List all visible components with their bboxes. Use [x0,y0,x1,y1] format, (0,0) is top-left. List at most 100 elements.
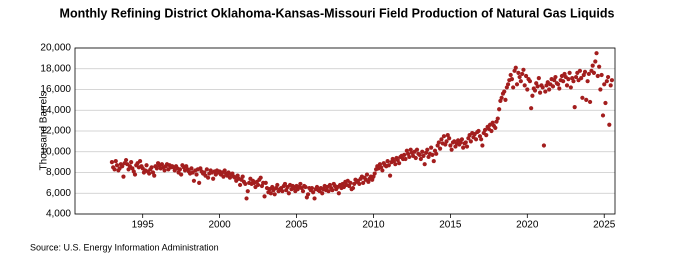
data-point [561,79,566,84]
data-point [502,89,507,94]
data-point [572,105,577,110]
data-point [582,69,588,74]
data-point [109,160,115,165]
data-point [473,137,479,142]
data-point [272,192,277,197]
data-point [262,194,267,199]
data-point [536,75,541,81]
data-point [535,84,540,89]
data-point [564,83,570,88]
data-point [464,144,470,149]
data-point [300,189,306,194]
data-point [397,161,402,166]
data-point [402,152,407,157]
data-point [258,175,263,180]
data-point [205,175,211,180]
data-point [525,87,530,92]
data-point [603,100,608,106]
data-point [517,74,522,80]
data-point [523,73,529,79]
data-point [364,172,370,177]
data-point [591,70,597,75]
data-point [529,106,534,111]
data-point [600,113,606,118]
data-point [372,171,377,176]
data-point [112,167,117,172]
data-point [221,174,226,179]
data-point [430,152,435,157]
data-point [584,97,589,102]
data-point [541,143,547,148]
data-point [245,189,250,194]
y-tick-label: 4,000 [46,209,71,220]
data-point [280,189,285,194]
data-point [550,84,556,89]
data-point [503,97,508,102]
data-point [326,189,331,194]
data-point [557,86,562,91]
data-point [350,185,356,191]
data-point [499,95,504,100]
data-point [417,152,422,157]
data-point [568,85,573,90]
data-point [434,151,439,156]
y-axis-label: Thousand Barrels [39,92,50,171]
y-tick-label: 6,000 [46,188,71,199]
data-point [540,85,545,90]
data-point [566,77,571,82]
data-point [567,70,572,75]
data-point [516,70,521,75]
x-tick-label: 2000 [208,220,231,231]
data-point [144,163,149,168]
data-point [599,72,604,78]
data-point [543,89,548,94]
data-point [497,107,502,112]
data-point [594,51,599,56]
x-tick-label: 2010 [362,220,385,231]
data-point [514,82,520,87]
data-point [385,158,390,164]
data-point [579,75,584,81]
data-point [311,190,316,195]
data-point [509,77,515,82]
data-point [386,163,391,168]
data-point [479,137,484,142]
data-point [444,139,449,144]
data-point [597,64,602,69]
data-point [189,166,194,171]
data-point [480,143,485,148]
data-point [513,65,518,70]
data-point [425,147,430,152]
data-point [607,122,612,127]
data-point [448,143,453,148]
y-tick-label: 18,000 [40,63,71,74]
data-point [113,158,118,164]
data-point [493,125,498,130]
data-point [154,166,159,171]
data-point [268,191,273,196]
data-point [604,79,609,84]
data-point [532,88,538,93]
data-point [489,128,494,134]
data-point [237,182,243,188]
data-point [553,74,558,80]
data-point [511,85,516,90]
data-point [422,162,427,167]
data-point [286,191,291,196]
x-tick-label: 2005 [285,220,308,231]
y-tick-label: 10,000 [40,146,71,157]
data-point [298,181,303,187]
y-tick-label: 16,000 [40,84,71,95]
data-point [436,140,441,145]
data-point [303,184,308,190]
data-point [305,192,311,197]
data-point [447,136,452,141]
data-point [522,83,527,88]
data-point [179,172,184,177]
data-point [585,79,590,84]
data-point [495,116,500,121]
y-tick-label: 14,000 [40,105,71,116]
data-point [449,147,454,152]
x-tick-label: 2020 [516,220,539,231]
